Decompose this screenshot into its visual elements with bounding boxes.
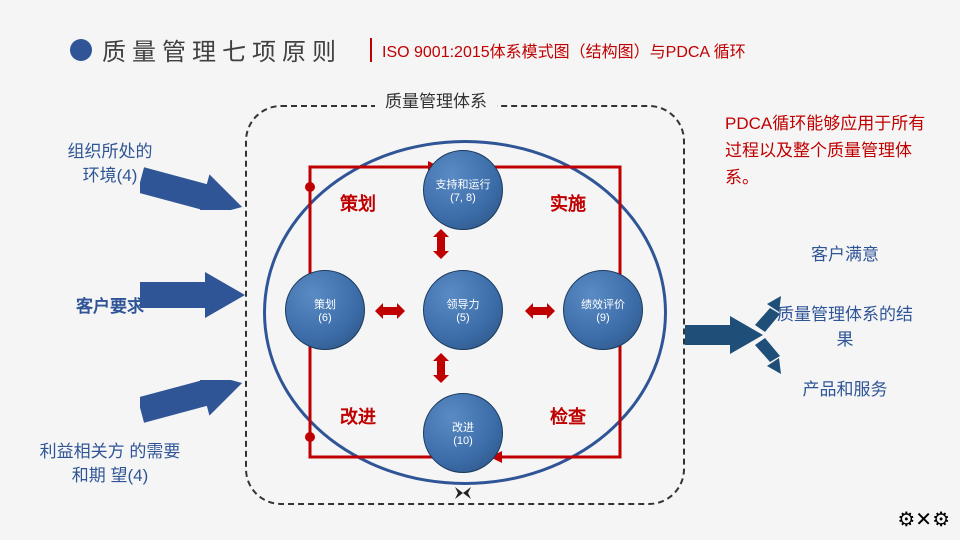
node-support: 支持和运行(7, 8) [423, 150, 503, 230]
node-plan: 策划(6) [285, 270, 365, 350]
pdca-label-1: 实施 [550, 190, 586, 216]
pdca-label-2: 改进 [340, 403, 376, 429]
right-column: PDCA循环能够应用于所有过程以及整个质量管理体系。 [725, 110, 935, 192]
slide-title: 质量管理七项原则 [102, 32, 342, 67]
node-perf: 绩效评价(9) [563, 270, 643, 350]
input-arrow-2 [140, 380, 250, 430]
right-output-1: 质量管理体系的结果 [775, 300, 915, 350]
qms-diagram: 质量管理体系 支持和运行(7, 8)策划(6)领导力(5)绩效评价(9)改进(1… [245, 95, 685, 515]
input-arrow-0 [140, 160, 250, 210]
node-lead: 领导力(5) [423, 270, 503, 350]
slide-subtitle: ISO 9001:2015体系模式图（结构图）与PDCA 循环 [370, 38, 746, 62]
node-improve: 改进(10) [423, 393, 503, 473]
right-output-0: 客户满意 [775, 240, 915, 265]
input-arrow-1 [140, 270, 250, 320]
left-input-2: 利益相关方 的需要和期 望(4) [20, 440, 200, 488]
pdca-description: PDCA循环能够应用于所有过程以及整个质量管理体系。 [725, 110, 935, 192]
pdca-label-0: 策划 [340, 190, 376, 216]
right-output-2: 产品和服务 [775, 375, 915, 400]
pdca-label-3: 检查 [550, 403, 586, 429]
logo-icon: ⚙︎✕⚙︎ [897, 507, 950, 532]
slide-header: 质量管理七项原则 ISO 9001:2015体系模式图（结构图）与PDCA 循环 [0, 0, 960, 77]
bullet-icon [70, 39, 92, 61]
